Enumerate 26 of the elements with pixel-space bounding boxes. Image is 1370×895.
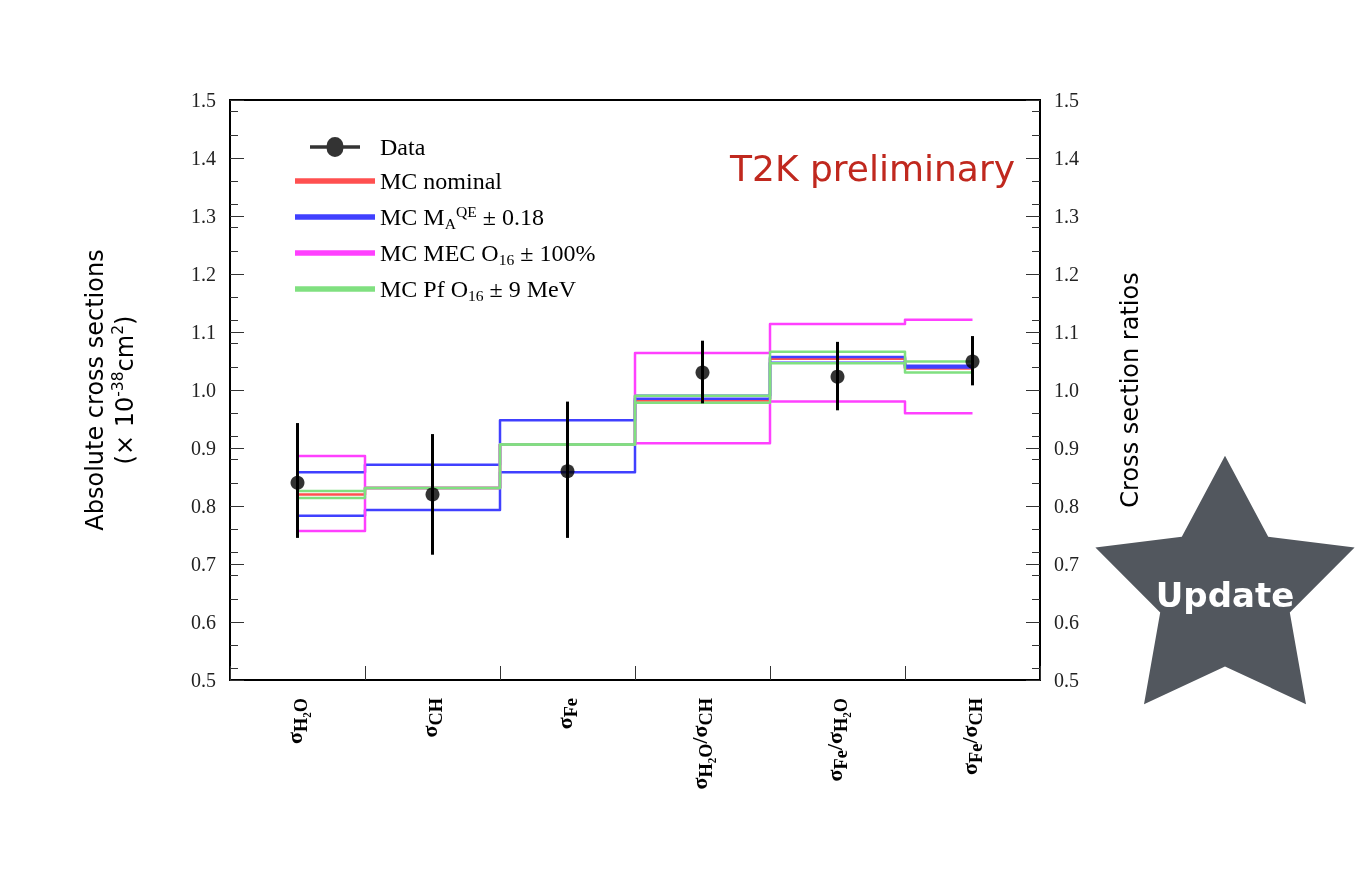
y-tick-label: 0.6 bbox=[191, 611, 216, 633]
y-tick-label: 1.4 bbox=[191, 147, 216, 169]
y-tick-label: 0.8 bbox=[191, 495, 216, 517]
y2-tick-label: 1.0 bbox=[1054, 379, 1079, 401]
y2-tick-label: 0.5 bbox=[1054, 669, 1079, 691]
y2-tick-label: 1.4 bbox=[1054, 147, 1079, 169]
y2-tick-label: 1.2 bbox=[1054, 263, 1079, 285]
y-tick-label: 1.2 bbox=[191, 263, 216, 285]
y2-tick-label: 0.9 bbox=[1054, 437, 1079, 459]
y2-tick-label: 1.5 bbox=[1054, 89, 1079, 111]
y2-tick-label: 1.1 bbox=[1054, 321, 1079, 343]
y2-tick-label: 0.8 bbox=[1054, 495, 1079, 517]
y-tick-label: 1.5 bbox=[191, 89, 216, 111]
legend-label: MC nominal bbox=[380, 168, 503, 194]
y-tick-label: 0.7 bbox=[191, 553, 216, 575]
y2-tick-label: 1.3 bbox=[1054, 205, 1079, 227]
y-tick-label: 1.0 bbox=[191, 379, 216, 401]
y2-tick-label: 0.7 bbox=[1054, 553, 1079, 575]
legend-label: Data bbox=[380, 134, 426, 160]
y-tick-label: 1.3 bbox=[191, 205, 216, 227]
y-tick-label: 0.9 bbox=[191, 437, 216, 459]
y2-tick-label: 0.6 bbox=[1054, 611, 1079, 633]
annotation: T2K preliminary bbox=[729, 147, 1016, 189]
y-tick-label: 1.1 bbox=[191, 321, 216, 343]
y2-axis-title: Cross section ratios bbox=[1116, 272, 1144, 508]
y-tick-label: 0.5 bbox=[191, 669, 216, 691]
